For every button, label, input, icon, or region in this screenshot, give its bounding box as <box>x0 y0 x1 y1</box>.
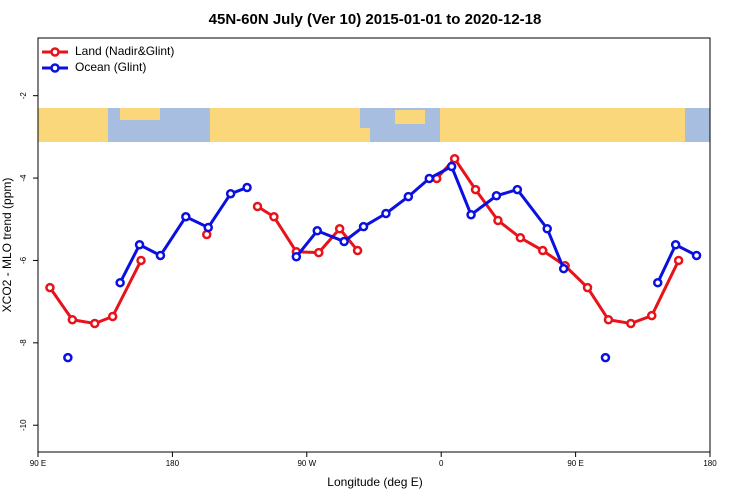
point <box>225 188 236 199</box>
y-tick-label: -6 <box>19 256 28 264</box>
point <box>466 209 476 220</box>
point <box>647 310 657 321</box>
point <box>252 201 263 212</box>
chart-title: 45N-60N July (Ver 10) 2015-01-01 to 2020… <box>209 11 542 28</box>
point <box>449 153 460 164</box>
point <box>352 245 363 256</box>
point <box>582 282 593 293</box>
x-tick-label: 90 W <box>297 459 316 468</box>
point <box>673 255 684 266</box>
legend-label: Ocean (Glint) <box>75 60 146 74</box>
plot-frame <box>37 37 711 453</box>
point <box>600 352 611 363</box>
point <box>537 245 548 256</box>
x-tick-label: 90 E <box>567 459 583 468</box>
point <box>155 250 166 261</box>
point <box>493 215 503 226</box>
point <box>203 222 213 233</box>
y-tick-label: -10 <box>19 419 28 431</box>
point <box>542 223 552 234</box>
map-band <box>38 108 710 142</box>
point <box>136 255 146 266</box>
point <box>652 277 663 288</box>
legend-marker <box>50 63 60 73</box>
point <box>107 311 118 322</box>
point <box>242 182 252 193</box>
y-tick-label: -4 <box>19 174 28 182</box>
point <box>446 161 457 172</box>
y-axis-label: XCO2 - MLO trend (ppm) <box>0 178 14 313</box>
point <box>115 277 125 288</box>
point <box>381 208 391 219</box>
point <box>491 191 502 201</box>
point <box>512 184 523 195</box>
point <box>269 212 279 222</box>
point <box>515 233 526 243</box>
point <box>45 282 55 293</box>
series-line <box>48 156 680 326</box>
point <box>67 315 78 325</box>
point <box>691 250 702 261</box>
point <box>312 226 323 236</box>
point <box>291 251 302 262</box>
point <box>89 318 100 329</box>
point <box>339 236 349 247</box>
land <box>440 108 685 142</box>
x-tick-label: 90 E <box>30 459 46 468</box>
point <box>558 263 569 274</box>
point <box>358 221 369 232</box>
x-tick-label: 0 <box>439 459 444 468</box>
point <box>63 352 73 363</box>
land <box>38 108 108 142</box>
point <box>470 184 481 195</box>
point <box>313 247 324 258</box>
y-tick-label: -8 <box>19 339 28 347</box>
point <box>603 315 614 325</box>
land <box>120 108 160 120</box>
point <box>626 318 636 329</box>
x-axis-label: Longitude (deg E) <box>327 475 422 489</box>
x-tick-label: 180 <box>166 459 180 468</box>
land <box>395 110 425 124</box>
point <box>670 240 681 250</box>
land <box>310 128 370 142</box>
point <box>134 240 145 250</box>
point <box>424 173 435 184</box>
x-tick-label: 180 <box>703 459 717 468</box>
point <box>403 191 414 202</box>
point <box>334 223 345 234</box>
point <box>181 212 191 222</box>
y-tick-label: -2 <box>19 92 28 100</box>
legend-marker <box>50 47 60 57</box>
legend-label: Land (Nadir&Glint) <box>75 44 174 58</box>
